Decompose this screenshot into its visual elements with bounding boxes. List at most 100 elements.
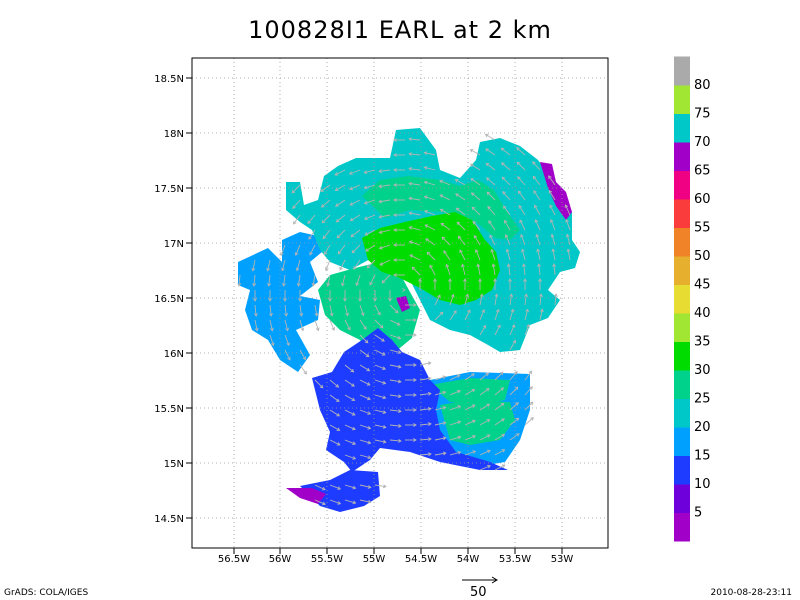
wind-vector-head: [471, 206, 476, 211]
wind-vector: [524, 386, 533, 396]
wind-vector: [475, 249, 481, 261]
wind-vector: [344, 319, 351, 331]
wind-vector-head: [443, 250, 447, 254]
wind-vector-head: [538, 278, 542, 282]
wind-vector-head: [321, 486, 326, 491]
wind-vector-head: [530, 417, 534, 421]
wind-vector: [359, 394, 371, 400]
wind-vector-head: [363, 326, 367, 330]
wind-vector-head: [423, 180, 428, 185]
wind-vector-head: [269, 313, 273, 317]
wind-vector-head: [515, 433, 520, 437]
wind-vector: [434, 452, 446, 456]
wind-vector: [464, 309, 471, 321]
wind-vector: [535, 219, 541, 231]
wind-vector-head: [487, 464, 491, 469]
wind-vector-head: [319, 384, 324, 389]
wind-vector: [389, 319, 401, 326]
wind-vector-head: [367, 396, 371, 401]
wind-vector: [449, 405, 461, 411]
wind-vector-head: [534, 219, 539, 223]
colorbar-label: 60: [694, 192, 711, 207]
wind-vector-head: [472, 434, 477, 439]
wind-vector-head: [428, 422, 432, 426]
wind-vector-head: [364, 232, 369, 236]
wind-vector-head: [382, 439, 387, 444]
wind-vector: [409, 138, 421, 141]
wind-vector-head: [519, 219, 523, 224]
wind-vector: [549, 204, 556, 216]
wind-vector: [470, 163, 481, 171]
wind-vector: [502, 191, 511, 201]
wind-vector: [284, 304, 287, 316]
wind-vector-head: [450, 293, 455, 298]
wind-vector: [479, 434, 491, 441]
wind-vector: [314, 484, 326, 491]
wind-vector-head: [493, 278, 497, 282]
wind-vector: [374, 304, 381, 316]
wind-vector: [374, 439, 386, 443]
wind-vector: [389, 379, 401, 383]
wind-vector: [548, 190, 556, 201]
wind-vector: [464, 420, 476, 426]
wind-vector-head: [408, 167, 413, 171]
wind-vector: [419, 438, 431, 441]
wind-vector: [364, 169, 376, 174]
reference-vector-label: 50: [470, 585, 487, 600]
wind-vector: [409, 197, 421, 201]
wind-vector-head: [523, 278, 527, 282]
wind-vector: [509, 402, 519, 411]
wind-vector: [344, 304, 349, 316]
wind-vector-head: [378, 199, 383, 204]
wind-speed-regions: [238, 128, 580, 512]
wind-vector-head: [335, 203, 339, 207]
wind-vector-head: [413, 303, 417, 307]
wind-vector-head: [457, 235, 462, 240]
wind-vector-head: [500, 387, 505, 391]
wind-vector-head: [393, 168, 397, 172]
wind-vector-head: [501, 176, 506, 181]
wind-vector: [269, 319, 273, 331]
wind-vector: [494, 387, 504, 396]
wind-vector-head: [485, 162, 490, 167]
wind-vector: [339, 259, 346, 271]
wind-vector-head: [352, 485, 357, 490]
wind-vector-head: [251, 267, 256, 272]
wind-vector-head: [525, 308, 529, 313]
wind-vector: [565, 219, 571, 231]
wind-vector: [487, 206, 496, 216]
wind-vector-head: [509, 293, 514, 298]
wind-vector-head: [253, 298, 257, 302]
colorbar-swatch: [674, 512, 690, 542]
wind-vector: [458, 235, 466, 246]
wind-vector: [419, 362, 431, 366]
wind-vector: [470, 149, 481, 156]
wind-vector-head: [393, 138, 397, 142]
wind-vector-head: [485, 148, 489, 152]
wind-vector-head: [469, 163, 474, 168]
wind-vector-head: [280, 252, 284, 257]
longitude-labels: 56.5W 56W 55.5W 55W 54.5W 54W 53.5W 53W: [218, 548, 573, 565]
wind-vector: [509, 386, 519, 396]
purple-region-3: [396, 296, 410, 312]
wind-vector-head: [328, 298, 332, 302]
wind-vector-head: [413, 408, 417, 412]
wind-vector-head: [352, 456, 357, 460]
wind-vector-head: [511, 324, 516, 328]
wind-vector: [419, 453, 431, 456]
colorbar-swatch: [674, 256, 690, 285]
wind-vector: [509, 294, 513, 306]
wind-vector: [489, 234, 496, 246]
wind-vector: [379, 259, 391, 266]
wind-vector-head: [441, 236, 446, 241]
wind-vector-head: [433, 278, 437, 282]
colorbar-label: 20: [694, 420, 711, 435]
wind-vector-head: [334, 187, 339, 191]
wind-vector: [494, 324, 501, 336]
wind-vector: [494, 449, 505, 456]
wind-vector-head: [533, 190, 537, 194]
wind-vector-head: [548, 175, 552, 180]
wind-vector-head: [427, 407, 432, 411]
wind-vector: [409, 212, 421, 216]
